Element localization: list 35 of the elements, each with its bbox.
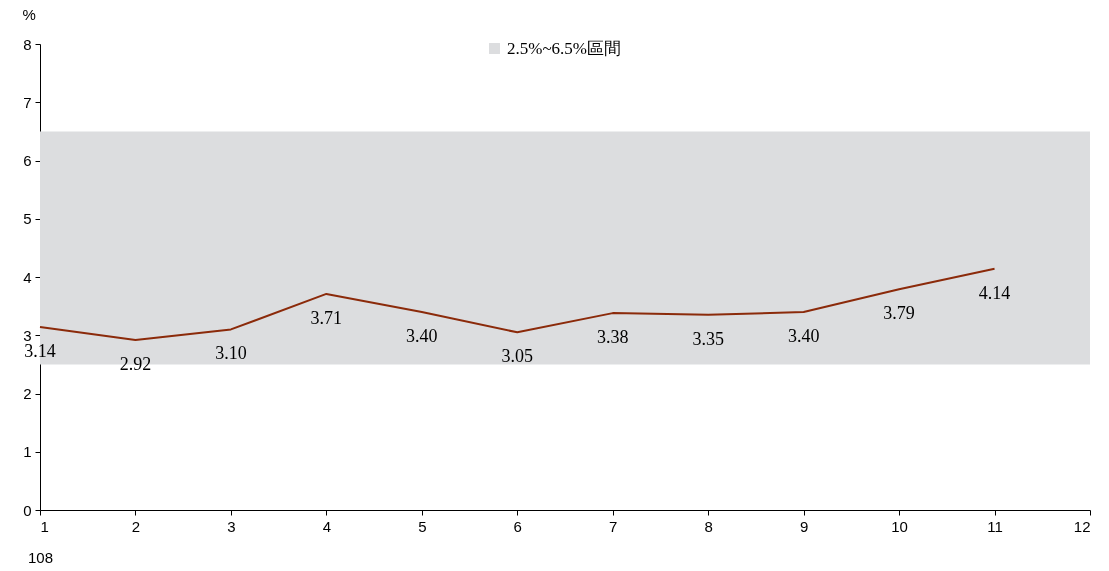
x-tick-label: 3 xyxy=(227,517,236,535)
x-tick-label: 12 xyxy=(1073,517,1091,535)
y-tick-label: 5 xyxy=(23,210,32,228)
y-tick-label: 3 xyxy=(23,326,32,344)
x-tick-label: 11 xyxy=(987,517,1003,535)
x-tick-label: 9 xyxy=(799,517,809,535)
text: 2.92 xyxy=(119,353,152,374)
text: 3.40 xyxy=(787,325,820,346)
text: 3.71 xyxy=(310,307,343,328)
text: 3.10 xyxy=(215,343,247,364)
text: 4.14 xyxy=(978,282,1011,303)
text: 3.40 xyxy=(406,325,438,346)
text: 3.79 xyxy=(883,303,915,324)
y-tick-label: 2 xyxy=(23,385,32,402)
x-tick-label: 10 xyxy=(891,517,908,535)
x-tick-label: 2 xyxy=(131,517,141,535)
text: 3.35 xyxy=(692,328,724,349)
y-tick-label: 7 xyxy=(23,93,32,111)
y-axis-title: % xyxy=(22,5,36,23)
legend-label: 2.5%~6.5%區間 xyxy=(507,38,622,58)
x-tick-label: 8 xyxy=(704,517,713,535)
x-tick-label: 1 xyxy=(40,517,49,535)
text: 3.05 xyxy=(501,346,534,367)
x-axis-title: 108 xyxy=(27,548,54,566)
y-tick-label: 1 xyxy=(23,443,32,461)
text: 3.14 xyxy=(24,341,56,362)
x-tick-label: 6 xyxy=(513,517,522,535)
y-tick-label: 0 xyxy=(23,501,32,519)
x-tick-label: 4 xyxy=(322,517,332,535)
text: 3.38 xyxy=(596,327,629,348)
y-tick-label: 4 xyxy=(23,268,32,286)
y-tick-label: 6 xyxy=(23,152,32,169)
x-tick-label: 7 xyxy=(609,517,618,535)
x-tick-label: 5 xyxy=(418,517,427,535)
y-tick-label: 8 xyxy=(23,35,32,53)
